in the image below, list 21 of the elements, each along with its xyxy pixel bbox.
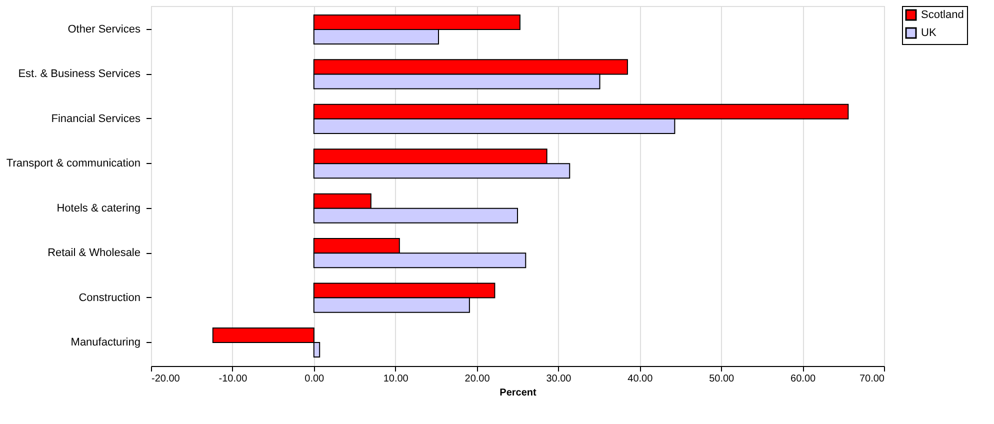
x-tick-label: 10.00 xyxy=(383,374,409,384)
x-tick-label: -10.00 xyxy=(218,374,248,384)
x-tick-label: -20.00 xyxy=(152,374,180,384)
y-tick-label: Construction xyxy=(78,292,140,304)
legend-label: UK xyxy=(921,27,937,39)
y-tick-label: Retail & Wholesale xyxy=(48,247,140,260)
y-tick-label: Financial Services xyxy=(51,112,141,125)
x-tick-label: 70.00 xyxy=(859,374,885,384)
x-tick-label: 40.00 xyxy=(628,374,654,384)
y-tick-label: Hotels & catering xyxy=(56,202,140,214)
y-tick-label: Est. & Business Services xyxy=(18,68,141,80)
x-tick-label: 50.00 xyxy=(709,374,735,384)
x-tick-label: 30.00 xyxy=(546,374,572,384)
x-axis-title: Percent xyxy=(500,388,538,398)
legend-label: Scotland xyxy=(921,9,964,21)
x-tick-label: 0.00 xyxy=(304,374,325,384)
x-tick-label: 60.00 xyxy=(790,374,816,384)
y-tick-label: Manufacturing xyxy=(70,336,140,349)
x-tick-label: 20.00 xyxy=(464,374,490,384)
y-tick-label: Transport & communication xyxy=(6,158,140,170)
y-tick-label: Other Services xyxy=(68,23,141,36)
